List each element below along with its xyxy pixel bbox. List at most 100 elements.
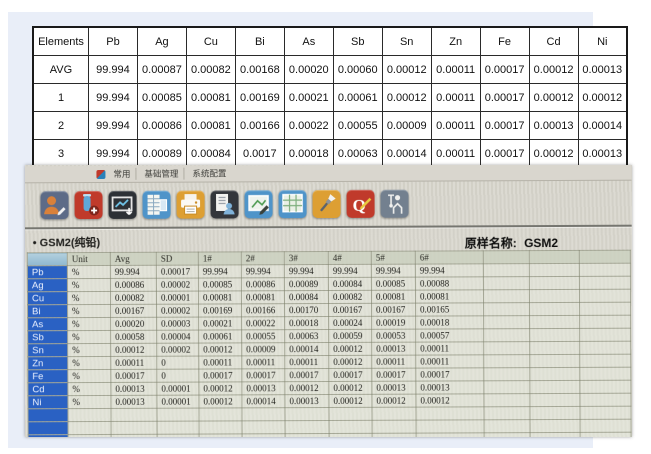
menu-item-common[interactable]: 常用 [108,167,137,180]
avg-cell: 0.00014 [381,139,432,169]
element-label-empty [28,421,69,435]
empty-cell [529,263,580,277]
report-icon[interactable] [210,190,239,219]
empty-cell [530,419,581,433]
user-edit-icon[interactable] [40,191,69,220]
empty-cell [529,328,580,342]
print-icon[interactable] [176,190,205,219]
avg-col-header: Sn [381,26,432,56]
sample-cell: 0.00081 [415,289,484,304]
element-col-header-empty [529,250,580,264]
element-label: As [27,317,68,331]
avg-col-header: Pb [88,26,138,56]
avg-cell: 0.00011 [430,139,481,169]
sample-cell: 0.00017 [415,367,484,382]
element-label-empty [27,408,69,422]
sample-cell: 0.00013 [415,380,484,395]
avg-row-label: 1 [32,83,89,112]
sample-cell: 0.00061 [198,329,242,344]
unit-cell: % [67,304,111,318]
avg-row-label: 3 [32,139,89,169]
element-col-header: 2# [241,251,285,265]
empty-cell [483,406,531,420]
sd-cell: 0.00002 [156,343,199,357]
sample-cell: 0.00086 [241,277,285,291]
empty-cell [285,420,330,434]
element-label: Cd [27,382,68,396]
empty-cell [371,407,417,421]
avg-cell: 0.00013 [110,395,157,409]
sample-cell: 0.00014 [241,394,285,408]
sample-cell: 0.00167 [328,303,372,317]
empty-cell [484,432,531,437]
sample-cell: 0.00012 [198,394,242,409]
quality-check-icon[interactable]: Q [346,189,375,218]
avg-cell: 0.00081 [185,83,236,112]
menu-item-system-config[interactable]: 系统配置 [192,168,227,179]
chart-edit-icon[interactable] [244,190,273,219]
avg-cell: 99.994 [88,111,138,140]
sample-cell: 0.00013 [241,381,285,395]
instrument-icon[interactable] [380,189,409,218]
sample-cell: 0.00019 [371,316,416,330]
element-table-corner-cell [27,252,68,266]
sample-cell: 0.00013 [284,394,329,408]
empty-cell [579,406,632,420]
empty-cell [67,408,112,422]
sample-cell: 0.00055 [241,329,285,343]
tools-icon[interactable] [312,189,341,219]
sample-cell: 99.994 [328,264,372,278]
original-name-label: 原样名称: [464,236,517,251]
sample-cell: 0.00088 [415,276,484,291]
empty-cell [242,420,286,434]
empty-cell [416,432,485,437]
sample-cell: 0.00017 [371,368,416,382]
avg-cell: 99.994 [88,139,138,169]
empty-cell [483,289,530,303]
empty-cell [156,408,200,422]
element-label: Ag [27,278,68,292]
spreadsheet-icon[interactable] [142,190,171,219]
empty-cell [483,367,530,381]
empty-cell [483,276,530,290]
sd-cell: 0.00017 [156,265,199,279]
sample-cell: 0.00024 [328,316,372,330]
empty-cell [483,315,530,329]
sd-cell: 0 [156,369,199,383]
original-name-value: GSM2 [524,235,559,251]
sample-cell: 0.00084 [328,277,372,291]
avg-cell: 0.00012 [528,83,579,112]
empty-cell [328,407,373,421]
avg-cell: 0.00017 [479,55,530,84]
avg-cell: 0.00021 [283,83,334,112]
menu-item-basic-management[interactable]: 基础管理 [139,167,185,180]
element-label-empty [28,434,69,437]
avg-cell: 0.00089 [136,139,187,169]
avg-cell: 0.00018 [283,139,334,169]
avg-cell: 0.00167 [110,304,157,318]
sample-cell: 0.00166 [241,303,285,317]
empty-cell [579,302,631,316]
avg-cell: 0.00058 [110,330,157,344]
avg-cell: 0.00017 [479,111,530,140]
sample-add-icon[interactable] [74,190,103,220]
sample-cell: 0.00011 [415,341,484,356]
software-screen-content: 常用 基础管理 系统配置 Q • GSM2(纯铅) 原样名称: GSM2 Uni… [25,165,632,437]
element-col-header-empty [579,250,631,264]
empty-cell [579,367,631,381]
chart-export-icon[interactable] [108,190,137,219]
avg-cell: 0.00081 [185,111,236,140]
empty-cell [529,380,580,394]
empty-cell [579,380,631,394]
sd-cell: 0.00001 [156,395,199,409]
sample-cell: 0.00012 [284,381,329,395]
sample-title: • GSM2(纯铅) [33,234,100,250]
avg-cell: 0.00013 [577,139,628,169]
empty-cell [68,421,112,435]
grid-view-icon[interactable] [278,190,307,219]
empty-cell [111,421,158,435]
empty-cell [579,315,631,329]
sd-cell: 0.00002 [156,278,199,292]
software-screen-photo: 常用 基础管理 系统配置 Q • GSM2(纯铅) 原样名称: GSM2 Uni… [25,165,632,437]
unit-cell: % [67,395,111,409]
